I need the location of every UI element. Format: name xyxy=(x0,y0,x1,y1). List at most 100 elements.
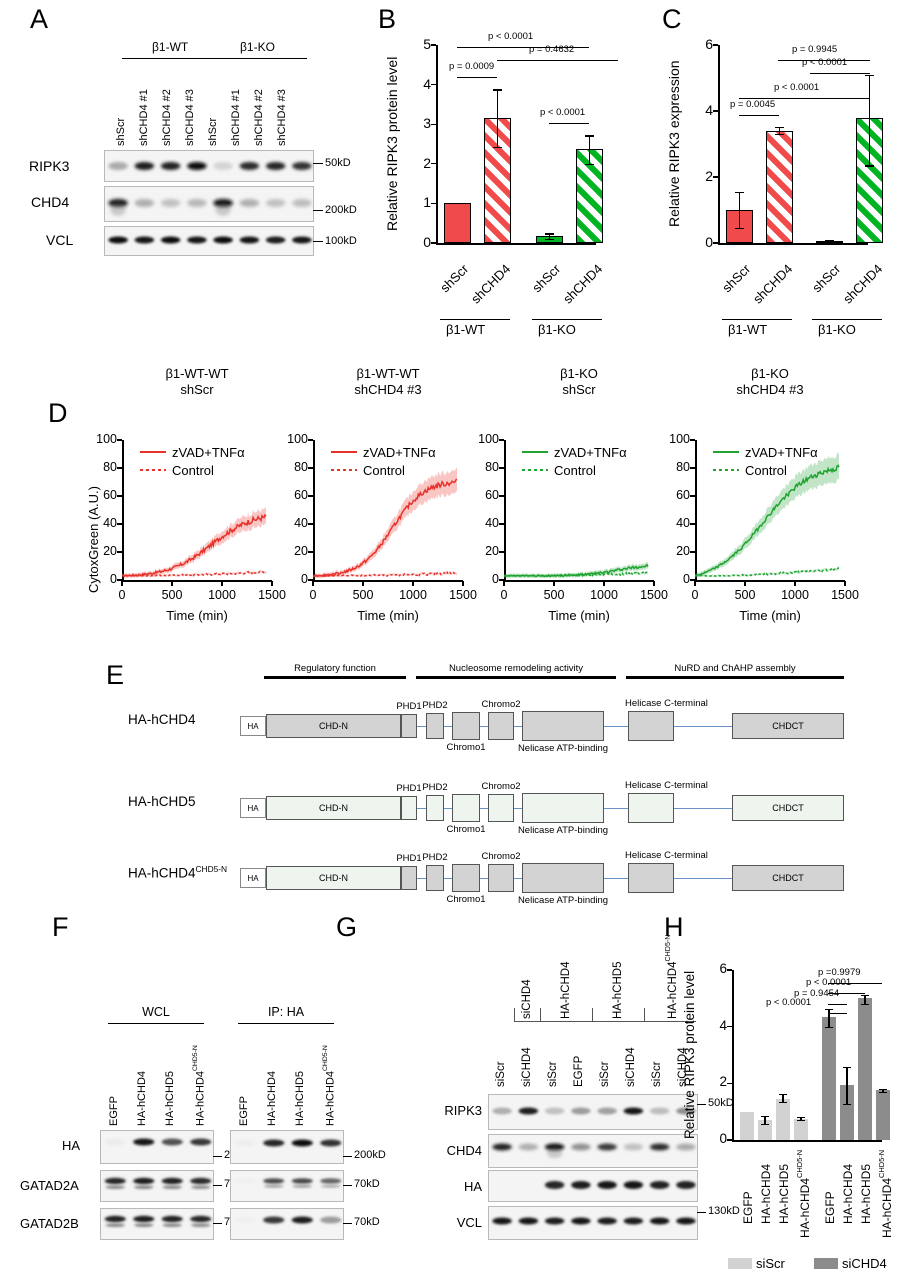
panel-h-xlabel-0: EGFP xyxy=(741,1191,755,1224)
panel-h-xlabel-4: EGFP xyxy=(823,1191,837,1224)
panel-h-pvalue-bar-3 xyxy=(828,1013,847,1015)
panel-g-group-rule-3 xyxy=(644,1021,696,1023)
blot-bands xyxy=(489,1095,697,1129)
panel-d-ytick-label-2-3: 60 xyxy=(485,488,499,502)
panel-f-group-rule-0 xyxy=(108,1023,204,1025)
panel-e-function-header-0: Regulatory function xyxy=(294,663,376,674)
panel-e-domain-chdct-1: CHDCT xyxy=(732,795,844,821)
x-axis xyxy=(718,243,868,245)
blot-bands xyxy=(231,1171,343,1201)
y-tick xyxy=(431,242,436,244)
panel-d-ytick-2-5 xyxy=(499,439,504,441)
panel-d-ytick-1-4 xyxy=(308,467,313,469)
x-axis xyxy=(436,243,596,245)
panel-d-legend-label-0-3: zVAD+TNFα xyxy=(745,445,818,460)
panel-g-group-rule-2 xyxy=(592,1021,644,1023)
y-tick-label-1: 2 xyxy=(705,168,713,184)
panel-d-legend-swatch-dotted-1 xyxy=(331,469,357,471)
panel-d-xtick-0-0 xyxy=(121,581,123,586)
panel-h-errorbar-5 xyxy=(846,1066,848,1104)
errorbar-cap-bot-3 xyxy=(585,163,594,166)
panel-g-blot-ha xyxy=(488,1170,698,1202)
x-tick-label-2: shScr xyxy=(529,261,564,296)
panel-h-errorbar-cap-bot-2 xyxy=(779,1101,787,1104)
pvalue-bar-2 xyxy=(739,98,870,100)
panel-d-legend-swatch-dotted-0 xyxy=(140,469,166,471)
panel-d-ytick-label-1-2: 40 xyxy=(294,516,308,530)
panel-f-marker-tick-1-2 xyxy=(343,1223,352,1225)
panel-e-domain-label-below-2-6: Nelicase ATP-binding xyxy=(517,895,609,906)
x-tick-label-3: shCHD4 xyxy=(559,261,606,307)
panel-h-xlabel-7: HA-hCHD4CHD5-N xyxy=(877,1149,894,1238)
panel-f-blot-gatad2a-1 xyxy=(230,1170,344,1202)
panel-g-row-label-0: RIPK3 xyxy=(444,1103,482,1118)
panel-letter-b: B xyxy=(378,4,397,34)
pvalue-bar-2 xyxy=(457,77,497,79)
panel-g-group-tick-2 xyxy=(592,1008,594,1021)
panel-g-lane-label-2: siScr xyxy=(547,1061,559,1087)
panel-h-ytick-3 xyxy=(727,969,732,971)
panel-h-ytick-label-1: 2 xyxy=(719,1074,727,1090)
errorbar-cap-bot-2 xyxy=(825,242,834,244)
panel-h-errorbar-2 xyxy=(782,1094,784,1102)
panel-d-ytick-label-1-4: 80 xyxy=(294,460,308,474)
panel-d-xtick-2-2 xyxy=(603,581,605,586)
pvalue-text-1: p < 0.0001 xyxy=(802,57,848,68)
panel-g-marker-tick-0 xyxy=(697,1104,706,1106)
blot-bands xyxy=(101,1171,213,1201)
panel-h-errorbar-cap-top-6 xyxy=(861,994,869,997)
pvalue-text-0: p = 0.9945 xyxy=(792,44,838,55)
y-tick xyxy=(431,123,436,125)
pvalue-bar-3 xyxy=(739,115,779,117)
panel-d-curve-1 xyxy=(313,467,458,579)
panel-f-marker-tick-0-0 xyxy=(213,1156,222,1158)
panel-a-lane-label-0: shScr xyxy=(115,117,127,146)
panel-f-marker-1-0: 200kD xyxy=(354,1149,386,1161)
pvalue-text-0: p < 0.0001 xyxy=(488,31,534,42)
y-tick-label-0: 0 xyxy=(705,234,713,250)
panel-h-ytick-label-3: 6 xyxy=(719,961,727,976)
panel-h-xlabel-3: HA-hCHD4CHD5-N xyxy=(795,1149,812,1238)
panel-a-marker-2: 100kD xyxy=(325,235,357,247)
panel-d-xtick-label-3-0: 0 xyxy=(691,588,699,602)
panel-a-row-label-1: CHD4 xyxy=(31,194,70,210)
panel-e-domain-phd1-2 xyxy=(401,866,417,890)
panel-f-group-rule-1 xyxy=(238,1023,334,1025)
panel-d-xtick-1-3 xyxy=(462,581,464,586)
panel-d-ytick-2-0 xyxy=(499,579,504,581)
errorbar-cap-top-1 xyxy=(775,126,784,129)
panel-g-group-header-1: HA-hCHD4 xyxy=(560,961,572,1019)
panel-e-domain-ha-2: HA xyxy=(240,868,266,888)
panel-h-bar-0 xyxy=(740,1111,754,1140)
x-tick-label-1: shCHD4 xyxy=(749,261,796,307)
panel-e-domain-label-below-2-4: Chromo1 xyxy=(446,894,486,905)
panel-a-lane-label-4: shScr xyxy=(207,117,219,146)
panel-e-domain-chromo1-1 xyxy=(452,794,480,822)
panel-d-xtick-label-1-1: 500 xyxy=(352,588,374,602)
panel-e-domain-label-above-2-2: PHD1 xyxy=(396,853,422,864)
panel-g-marker-tick-1 xyxy=(697,1212,706,1214)
panel-a-lane-label-7: shCHD4 #3 xyxy=(276,89,288,146)
bar-0 xyxy=(444,203,471,243)
panel-h-errorbar-cap-top-5 xyxy=(843,1066,851,1069)
panel-e-domain-nelicase-atp-binding-1 xyxy=(522,793,604,823)
panel-d-xtick-2-3 xyxy=(653,581,655,586)
panel-h-errorbar-cap-bot-3 xyxy=(797,1120,805,1122)
panel-d-yaxis-2 xyxy=(504,440,506,580)
blot-vcl-panel-a xyxy=(104,226,314,256)
y-tick-label-3: 3 xyxy=(423,115,431,132)
panel-e-domain-nelicase-atp-binding-0 xyxy=(522,711,604,741)
panel-a-marker-1: 200kD xyxy=(325,204,357,216)
panel-d-xaxis-2 xyxy=(504,580,654,582)
y-tick-label-2: 2 xyxy=(423,154,431,171)
panel-f-lane-label-1-2: HA-hCHD5 xyxy=(294,1070,306,1126)
panel-h-ylabel: Relative RIPK3 protein level xyxy=(682,970,697,1140)
panel-d-ytick-1-0 xyxy=(308,579,313,581)
panel-h-errorbar-cap-top-2 xyxy=(779,1094,787,1096)
panel-a-row-label-0: RIPK3 xyxy=(29,158,70,174)
panel-e-domain-label-below-1-4: Chromo1 xyxy=(446,824,486,835)
panel-d-xtick-label-0-0: 0 xyxy=(118,588,126,602)
panel-e-domain-helicase-c-terminal-1 xyxy=(628,793,674,823)
panel-d-ytick-0-5 xyxy=(117,439,122,441)
panel-f-lane-label-0-1: HA-hCHD4 xyxy=(136,1070,148,1126)
